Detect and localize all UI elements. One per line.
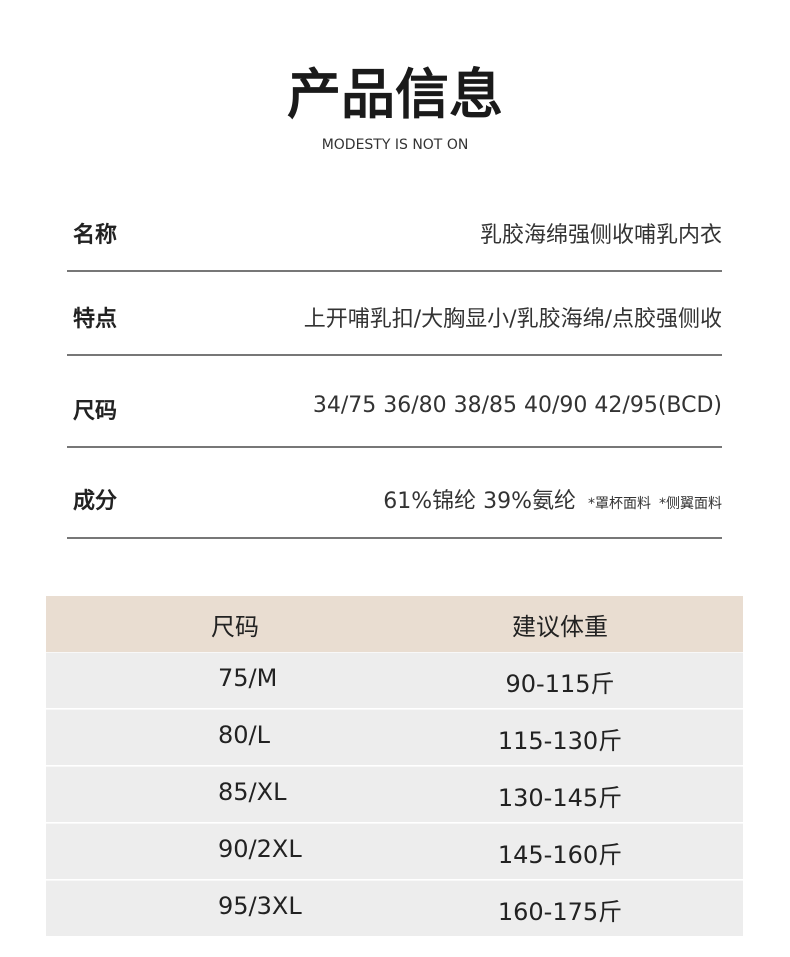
spec-label: 尺码: [73, 399, 118, 424]
spec-note: *侧翼面料: [659, 496, 722, 512]
table-row: [46, 766, 743, 822]
column-header: 尺码: [211, 613, 259, 641]
table-cell: 145-160斤: [497, 841, 623, 869]
spec-value: 34/75 36/80 38/85 40/90 42/95(BCD): [313, 393, 722, 418]
spec-value: 上开哺乳扣/大胸显小/乳胶海绵/点胶强侧收: [304, 301, 722, 333]
table-cell: 130-145斤: [497, 784, 623, 812]
table-cell: 90/2XL: [218, 835, 302, 863]
spec-label: 特点: [73, 307, 118, 332]
spec-value-text: 上开哺乳扣/大胸显小/乳胶海绵/点胶强侧收: [303, 307, 722, 332]
spec-label: 名称: [73, 223, 118, 248]
title: 产品信息: [287, 63, 503, 126]
spec-value-text: 61%锦纶 39%氨纶: [383, 489, 576, 514]
table-cell: 115-130斤: [497, 727, 623, 755]
table-row: [46, 823, 743, 879]
table-cell: 80/L: [218, 721, 270, 749]
spec-value-text: 乳胶海绵强侧收哺乳内衣: [479, 223, 722, 248]
divider: [67, 270, 722, 272]
table-row: [46, 880, 743, 936]
table-header-bg: [46, 596, 743, 652]
spec-value: 乳胶海绵强侧收哺乳内衣: [480, 217, 722, 249]
spec-label: 成分: [73, 489, 118, 514]
table-cell: 160-175斤: [497, 898, 623, 926]
spec-note: *罩杯面料: [588, 496, 651, 512]
table-row: [46, 709, 743, 765]
table-row: [46, 652, 743, 708]
table-cell: 75/M: [218, 664, 278, 692]
subtitle: MODESTY IS NOT ON: [321, 137, 469, 153]
table-cell: 95/3XL: [218, 892, 302, 920]
table-cell: 85/XL: [218, 778, 287, 806]
divider: [67, 354, 722, 356]
spec-value: 61%锦纶 39%氨纶 *罩杯面料 *侧翼面料: [383, 483, 722, 515]
divider: [67, 537, 722, 539]
divider: [67, 446, 722, 448]
spec-value-text: 34/75 36/80 38/85 40/90 42/95(BCD): [312, 393, 722, 418]
table-cell: 90-115斤: [505, 670, 615, 698]
column-header: 建议体重: [512, 613, 608, 641]
